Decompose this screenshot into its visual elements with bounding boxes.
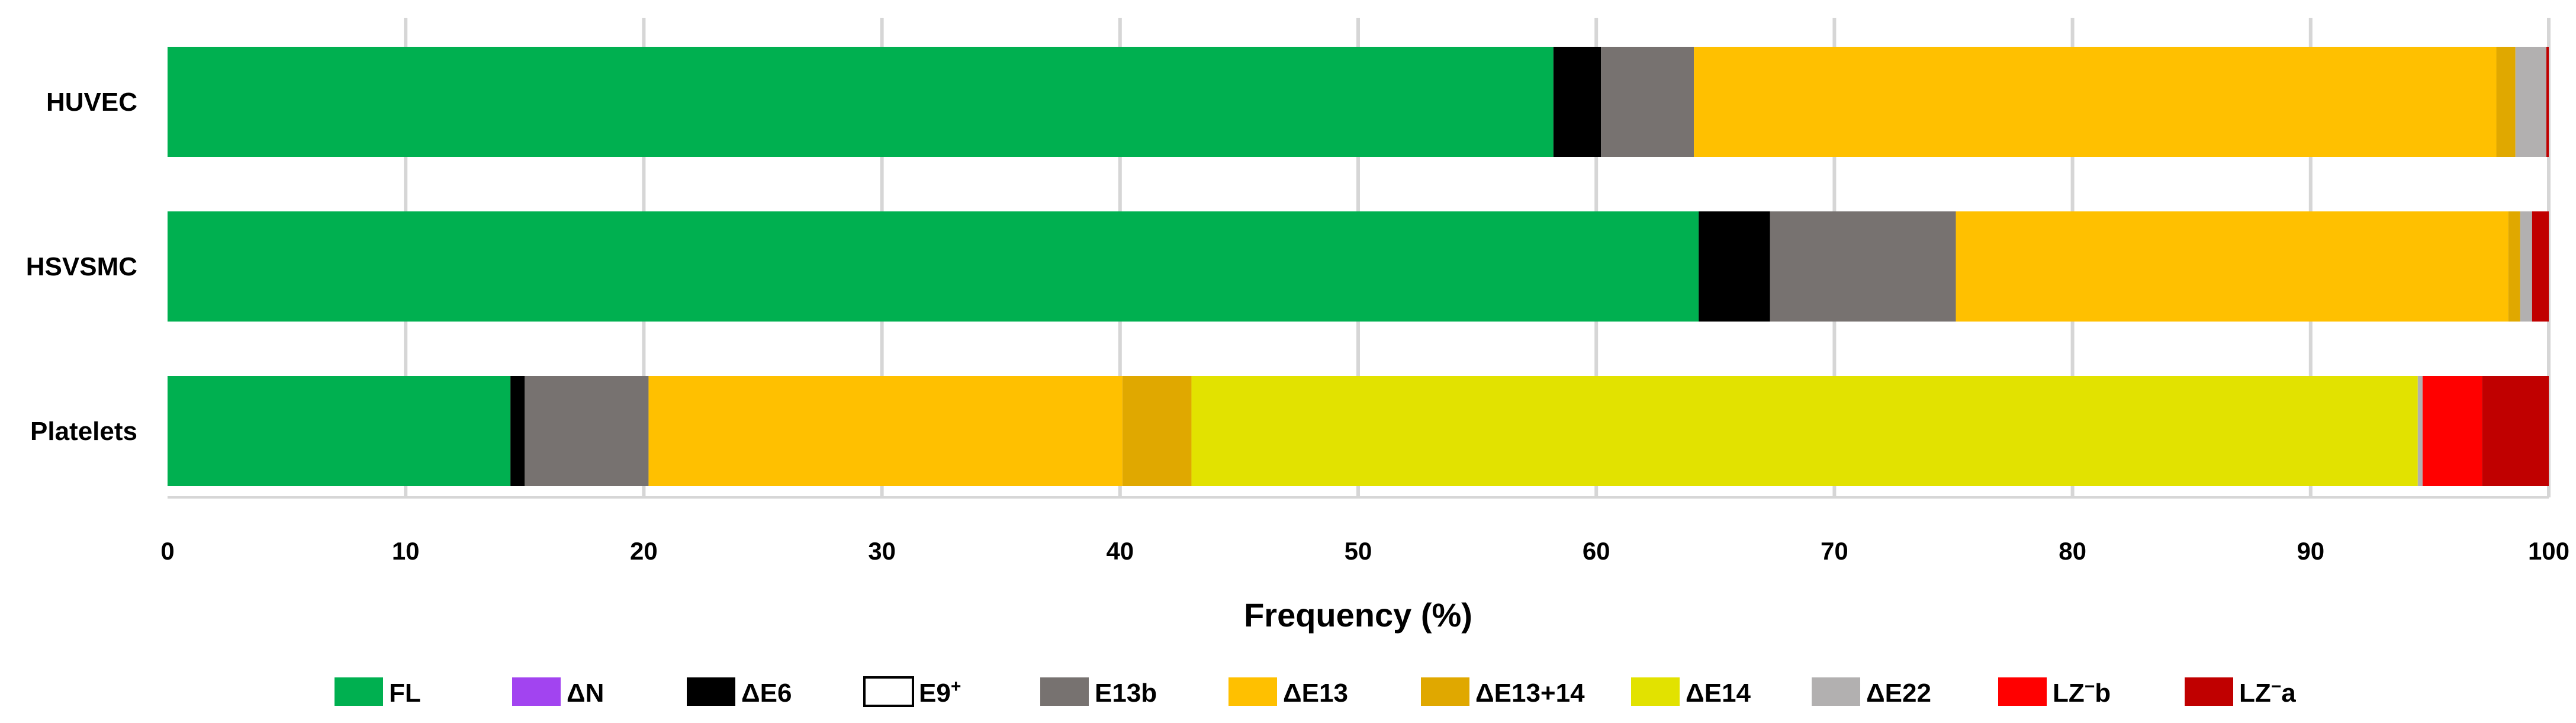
bar-huvec-e13b xyxy=(1601,47,1694,157)
legend-label-e13: ΔE13 xyxy=(1283,679,1348,708)
x-tick-label-80: 80 xyxy=(2059,537,2086,565)
bar-huvec-e22 xyxy=(2515,47,2546,157)
legend-label-lz-b: LZ−b xyxy=(2053,677,2111,708)
bar-hsvsmc-fl xyxy=(168,211,1699,322)
legend-item-e13: ΔE13 xyxy=(1228,677,1348,708)
legend-swatch-e13b xyxy=(1040,677,1089,706)
legend-label-e13-14: ΔE13+14 xyxy=(1475,679,1585,708)
legend-swatch-lz-a xyxy=(2185,677,2233,706)
legend-item-lz-b: LZ−b xyxy=(1998,677,2111,708)
x-tick-label-0: 0 xyxy=(160,537,174,565)
legend-swatch-e6 xyxy=(687,677,735,706)
legend-swatch-e14 xyxy=(1631,677,1680,706)
x-tick-label-40: 40 xyxy=(1106,537,1134,565)
legend-label-e13b: E13b xyxy=(1095,679,1157,708)
bar-platelets-lz-a xyxy=(2482,376,2549,486)
bar-hsvsmc-e13 xyxy=(1956,211,2509,322)
legend-label-lz-a: LZ−a xyxy=(2239,677,2296,708)
bar-platelets-fl xyxy=(168,376,511,486)
legend-label-n: ΔN xyxy=(567,679,604,708)
legend-swatch-n xyxy=(512,677,561,706)
y-category-label-platelets: Platelets xyxy=(30,417,137,446)
x-tick-label-70: 70 xyxy=(1821,537,1848,565)
x-axis-title: Frequency (%) xyxy=(1244,596,1472,634)
legend-swatch-e13 xyxy=(1228,677,1277,706)
legend-item-n: ΔN xyxy=(512,677,604,708)
legend-label-e9: E9+ xyxy=(919,677,961,708)
x-tick-label-60: 60 xyxy=(1583,537,1610,565)
x-tick-label-100: 100 xyxy=(2528,537,2569,565)
legend-item-e14: ΔE14 xyxy=(1631,677,1751,708)
legend-item-e13-14: ΔE13+14 xyxy=(1421,677,1585,708)
legend-label-e6: ΔE6 xyxy=(741,679,792,708)
bar-huvec-fl xyxy=(168,47,1554,157)
legend-swatch-fl xyxy=(335,677,383,706)
bar-platelets-e6 xyxy=(510,376,525,486)
bar-huvec-e13 xyxy=(1694,47,2497,157)
legend-swatch-e13-14 xyxy=(1421,677,1469,706)
legend-item-lz-a: LZ−a xyxy=(2185,677,2296,708)
legend-swatch-e22 xyxy=(1812,677,1860,706)
bar-huvec-lz-a xyxy=(2546,47,2549,157)
bar-hsvsmc-e6 xyxy=(1699,211,1770,322)
legend-label-e22: ΔE22 xyxy=(1866,679,1931,708)
legend-swatch-lz-b xyxy=(1998,677,2047,706)
bar-platelets-e22 xyxy=(2417,376,2423,486)
legend-label-e14: ΔE14 xyxy=(1686,679,1751,708)
y-category-label-hsvsmc: HSVSMC xyxy=(26,252,137,281)
x-tick-label-20: 20 xyxy=(630,537,658,565)
x-tick-label-90: 90 xyxy=(2297,537,2324,565)
legend-label-fl: FL xyxy=(389,679,421,708)
bars xyxy=(168,47,2549,486)
legend: FL ΔN ΔE6 E9+ E13b ΔE13 ΔE13+14 ΔE14 ΔE22 LZ−b LZ−… xyxy=(335,676,2296,708)
bar-hsvsmc-e22 xyxy=(2520,211,2532,322)
bar-platelets-e13 xyxy=(648,376,1123,486)
bar-platelets-e13-14 xyxy=(1122,376,1192,486)
x-tick-label-10: 10 xyxy=(392,537,420,565)
legend-item-e9: E9+ xyxy=(863,676,961,708)
bar-hsvsmc-e13b xyxy=(1770,211,1956,322)
legend-item-e22: ΔE22 xyxy=(1812,677,1931,708)
bar-platelets-lz-b xyxy=(2422,376,2482,486)
legend-swatch-e9 xyxy=(863,676,914,707)
bar-hsvsmc-lz-a xyxy=(2532,211,2549,322)
axes: 0 10 20 30 40 50 60 70 80 90 100 HUVEC HSVSMC Platele… xyxy=(26,88,2569,634)
legend-item-e6: ΔE6 xyxy=(687,677,792,708)
bar-huvec-e6 xyxy=(1553,47,1601,157)
bar-huvec-e13-14 xyxy=(2496,47,2516,157)
x-tick-label-30: 30 xyxy=(868,537,896,565)
legend-item-fl: FL xyxy=(335,677,421,708)
bar-platelets-e13b xyxy=(525,376,649,486)
bar-platelets-e14 xyxy=(1191,376,2418,486)
bar-hsvsmc-e13-14 xyxy=(2508,211,2520,322)
x-tick-label-50: 50 xyxy=(1345,537,1372,565)
y-category-label-huvec: HUVEC xyxy=(46,88,137,117)
legend-item-e13b: E13b xyxy=(1040,677,1157,708)
